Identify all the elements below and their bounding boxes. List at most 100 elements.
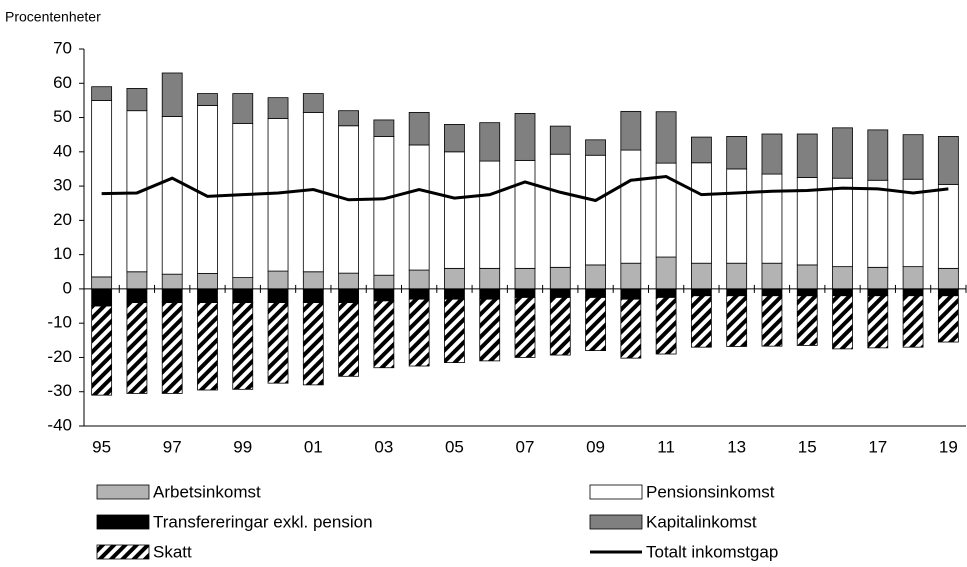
- bar-segment: [726, 262, 748, 290]
- bar-segment: [514, 267, 536, 290]
- bar-segment: [902, 266, 924, 290]
- bar-segment: [267, 288, 289, 304]
- bar-segment: [691, 162, 712, 264]
- bar-segment: [338, 288, 360, 304]
- legend-label: Skatt: [153, 542, 192, 561]
- legend-swatch: [589, 484, 643, 500]
- x-tick-label: 15: [798, 437, 817, 456]
- bar-segment: [655, 297, 677, 355]
- bar-segment: [726, 288, 748, 297]
- bar-segment: [867, 295, 889, 349]
- bar-segment: [514, 297, 536, 358]
- bar-segment: [197, 93, 218, 106]
- bar-segment: [761, 295, 783, 347]
- y-tick-label: 20: [53, 210, 72, 229]
- bar-segment: [373, 300, 395, 369]
- x-tick-label: 19: [939, 437, 958, 456]
- bar-segment: [832, 177, 853, 268]
- bar-segment: [514, 113, 536, 161]
- bar-segment: [126, 271, 148, 290]
- x-tick-label: 13: [727, 437, 746, 456]
- bar-segment: [302, 93, 324, 113]
- bar-segment: [232, 288, 254, 304]
- bar-segment: [444, 151, 465, 269]
- bar-segment: [232, 277, 254, 290]
- bar-segment: [620, 288, 642, 300]
- y-tick-label: 10: [53, 244, 72, 263]
- bar-segment: [902, 288, 924, 297]
- bar-segment: [302, 288, 324, 304]
- bar-segment: [726, 135, 748, 170]
- bar-segment: [549, 297, 571, 356]
- bar-segment: [867, 129, 889, 181]
- bar-segment: [655, 256, 677, 290]
- bar-segment: [91, 305, 113, 396]
- y-tick-label: 0: [63, 278, 72, 297]
- bar-segment: [444, 124, 465, 153]
- x-tick-label: 03: [374, 437, 393, 456]
- y-tick-label: -30: [47, 381, 72, 400]
- bar-segment: [585, 264, 606, 290]
- bar-segment: [796, 288, 818, 297]
- bar-segment: [197, 105, 218, 274]
- bar-segment: [373, 274, 395, 290]
- bar-segment: [161, 72, 183, 117]
- bar-segment: [832, 127, 853, 179]
- bar-segment: [549, 125, 571, 155]
- x-tick-label: 01: [304, 437, 323, 456]
- bar-segment: [902, 295, 924, 348]
- bar-segment: [197, 288, 218, 304]
- bar-segment: [514, 288, 536, 298]
- y-tick-label: 70: [53, 38, 72, 57]
- bar-segment: [91, 288, 113, 307]
- bar-segment: [832, 295, 853, 350]
- bar-segment: [267, 302, 289, 384]
- bar-segment: [126, 302, 148, 394]
- bar-segment: [620, 262, 642, 290]
- bar-segment: [91, 86, 113, 101]
- x-tick-label: 17: [868, 437, 887, 456]
- x-tick-label: 11: [657, 437, 675, 456]
- y-tick-label: -40: [47, 415, 72, 434]
- bar-segment: [867, 179, 889, 268]
- bar-segment: [479, 288, 501, 300]
- bar-segment: [338, 302, 360, 377]
- bar-segment: [232, 302, 254, 390]
- y-tick-label: -10: [47, 313, 72, 332]
- bar-segment: [408, 288, 430, 300]
- bar-segment: [444, 267, 465, 290]
- bar-segment: [937, 295, 959, 343]
- y-tick-label: 40: [53, 141, 72, 160]
- bar-segment: [796, 295, 818, 346]
- bar-segment: [691, 288, 712, 297]
- bar-segment: [620, 149, 642, 264]
- bar-segment: [761, 288, 783, 297]
- bar-segment: [655, 288, 677, 298]
- bar-segment: [585, 297, 606, 351]
- bar-segment: [796, 133, 818, 178]
- bar-segment: [549, 153, 571, 268]
- x-tick-label: 05: [445, 437, 464, 456]
- bar-segment: [937, 288, 959, 297]
- bar-segment: [408, 269, 430, 290]
- x-tick-label: 09: [586, 437, 605, 456]
- bar-segment: [232, 122, 254, 278]
- bar-segment: [585, 288, 606, 298]
- bar-segment: [691, 295, 712, 348]
- bar-segment: [867, 266, 889, 290]
- bar-segment: [761, 133, 783, 175]
- bar-segment: [161, 288, 183, 304]
- line-series: [101, 174, 949, 203]
- bar-segment: [479, 160, 501, 269]
- x-tick-label: 95: [92, 437, 111, 456]
- bar-segment: [444, 288, 465, 300]
- bar-segment: [691, 262, 712, 290]
- bar-segment: [937, 135, 959, 185]
- bar-segment: [479, 122, 501, 162]
- bar-segment: [373, 135, 395, 276]
- bar-segment: [126, 88, 148, 112]
- legend-swatch: [96, 514, 150, 530]
- bar-segment: [302, 302, 324, 386]
- bar-segment: [267, 97, 289, 119]
